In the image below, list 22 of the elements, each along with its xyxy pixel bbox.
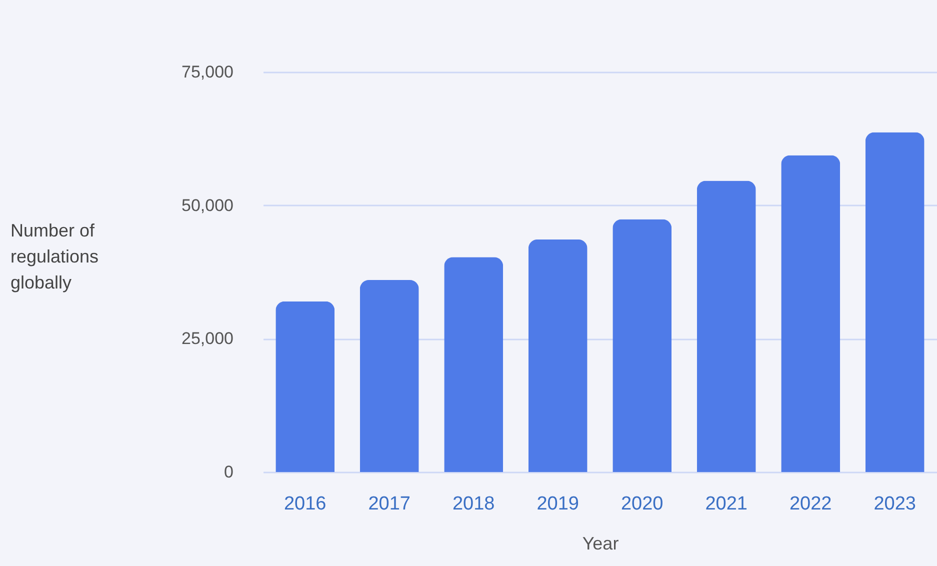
bar bbox=[781, 155, 840, 472]
x-tick-label: 2021 bbox=[705, 494, 748, 514]
y-tick-label: 50,000 bbox=[182, 196, 234, 215]
bar bbox=[865, 132, 924, 472]
y-tick-label: 0 bbox=[224, 462, 234, 482]
x-tick-label: 2016 bbox=[284, 494, 326, 514]
bar bbox=[276, 301, 335, 472]
x-axis-title: Year bbox=[582, 534, 619, 554]
x-tick-label: 2022 bbox=[789, 494, 832, 514]
x-tick-label: 2020 bbox=[620, 494, 664, 514]
bar bbox=[444, 257, 504, 472]
bar bbox=[696, 180, 756, 472]
y-axis-title: Number of regulations globally bbox=[10, 220, 99, 292]
y-tick-label: 25,000 bbox=[182, 329, 234, 348]
y-tick-label: 75,000 bbox=[182, 62, 234, 82]
x-tick-label: 2019 bbox=[536, 494, 580, 514]
bar bbox=[528, 239, 588, 472]
x-tick-label: 2023 bbox=[874, 494, 916, 514]
x-tick-label: 2018 bbox=[452, 494, 495, 514]
bar bbox=[360, 280, 419, 472]
bar bbox=[612, 219, 672, 472]
x-tick-label: 2017 bbox=[368, 494, 411, 514]
